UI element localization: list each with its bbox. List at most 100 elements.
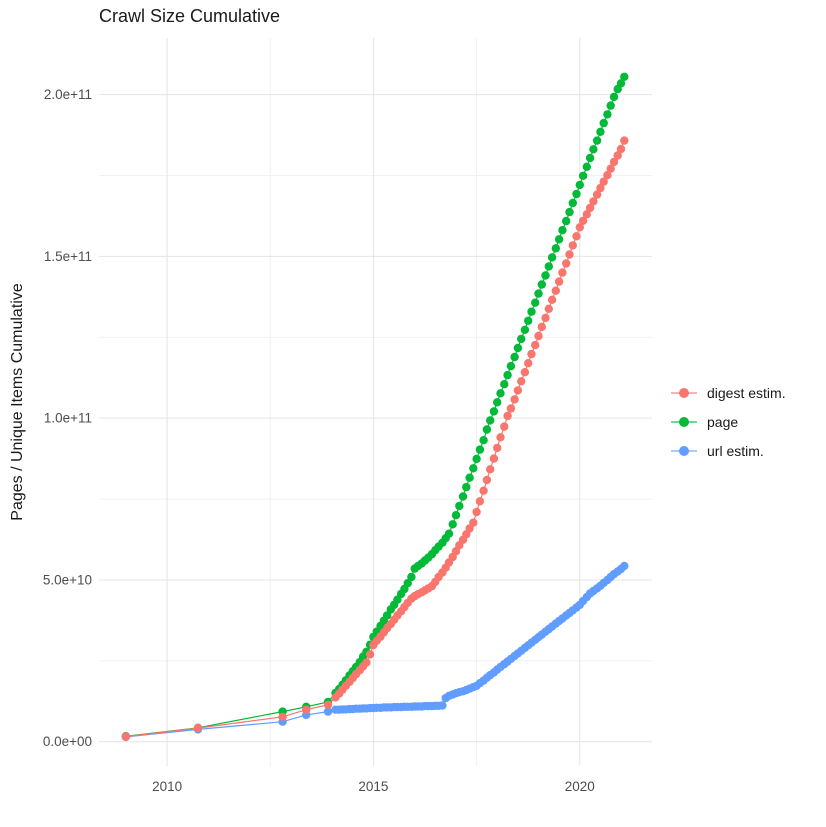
- x-axis-tick-label: 2020: [565, 779, 595, 794]
- data-point-page: [482, 425, 492, 434]
- legend-key-icon: [671, 387, 697, 398]
- data-point-digest-estim-: [599, 177, 608, 186]
- data-point-page: [572, 189, 581, 199]
- data-point-page: [589, 145, 598, 154]
- data-point-page: [469, 464, 478, 473]
- data-point-page: [551, 244, 560, 253]
- legend-label: page: [707, 413, 739, 430]
- y-axis-tick-label: 1.5e+11: [44, 249, 92, 264]
- data-point-page: [489, 407, 499, 416]
- data-point-digest-estim-: [620, 136, 629, 145]
- data-point-page: [531, 298, 540, 307]
- data-point-url-estim-: [620, 561, 629, 571]
- y-axis-tick-label: 2.0e+11: [44, 87, 92, 102]
- data-point-digest-estim-: [302, 705, 311, 714]
- data-point-page: [616, 79, 626, 88]
- data-point-page: [475, 445, 485, 454]
- legend-item-url-estim-: url estim.: [671, 436, 786, 465]
- data-point-page: [562, 216, 571, 226]
- data-point-digest-estim-: [589, 197, 598, 206]
- data-point-page: [382, 611, 392, 620]
- data-point-page: [458, 492, 468, 501]
- data-point-digest-estim-: [479, 486, 488, 495]
- data-point-page: [565, 207, 574, 217]
- data-point-page: [575, 180, 584, 190]
- data-point-digest-estim-: [592, 190, 602, 199]
- y-axis-tick-label: 1.0e+11: [44, 411, 92, 426]
- legend: digest estim. page url estim.: [671, 378, 786, 465]
- data-point-page: [465, 473, 474, 482]
- data-point-page: [403, 579, 412, 588]
- data-point-page: [609, 92, 619, 102]
- x-axis-tick-label: 2015: [358, 779, 388, 794]
- data-point-digest-estim-: [506, 404, 516, 413]
- data-point-page: [462, 482, 471, 492]
- data-point-page: [451, 511, 461, 520]
- legend-key-icon: [671, 416, 697, 427]
- data-point-digest-estim-: [365, 650, 375, 659]
- data-point-page: [520, 325, 530, 334]
- data-point-page: [578, 171, 588, 180]
- data-point-digest-estim-: [606, 164, 615, 173]
- legend-item-digest-estim-: digest estim.: [671, 378, 786, 407]
- data-point-digest-estim-: [575, 223, 584, 232]
- data-point-url-estim-: [323, 707, 333, 716]
- data-point-digest-estim-: [582, 210, 591, 219]
- data-point-digest-estim-: [585, 203, 595, 213]
- data-point-page: [599, 118, 608, 128]
- data-point-digest-estim-: [489, 454, 499, 463]
- data-point-page: [503, 370, 512, 380]
- data-point-digest-estim-: [534, 331, 543, 341]
- data-point-digest-estim-: [513, 386, 523, 395]
- legend-label: url estim.: [707, 442, 764, 459]
- y-axis-tick-label: 5.0e+10: [43, 572, 92, 587]
- data-point-page: [554, 235, 564, 244]
- data-point-digest-estim-: [544, 304, 553, 313]
- data-point-page: [517, 334, 526, 344]
- data-point-digest-estim-: [517, 377, 526, 386]
- data-point-page: [448, 520, 457, 529]
- data-point-page: [547, 253, 557, 262]
- data-point-digest-estim-: [613, 151, 622, 160]
- data-point-digest-estim-: [551, 286, 560, 295]
- data-point-digest-estim-: [510, 395, 519, 404]
- data-point-page: [537, 280, 546, 289]
- data-point-page: [568, 198, 577, 208]
- data-point-page: [534, 289, 543, 298]
- data-point-page: [479, 436, 488, 445]
- data-point-digest-estim-: [537, 322, 546, 332]
- x-axis-tick-label: 2010: [152, 779, 182, 794]
- data-point-digest-estim-: [541, 313, 550, 323]
- data-point-digest-estim-: [193, 723, 203, 733]
- data-point-digest-estim-: [531, 340, 540, 350]
- data-point-page: [493, 398, 502, 407]
- data-point-digest-estim-: [323, 700, 333, 709]
- data-point-digest-estim-: [121, 732, 130, 741]
- data-point-page: [620, 72, 629, 82]
- y-axis-title: Pages / Unique Items Cumulative: [9, 283, 26, 521]
- data-point-page: [544, 262, 553, 271]
- data-point-digest-estim-: [554, 277, 564, 286]
- legend-item-page: page: [671, 407, 786, 436]
- data-point-digest-estim-: [568, 241, 577, 250]
- data-point-page: [496, 389, 505, 398]
- data-point-digest-estim-: [482, 475, 492, 485]
- data-point-page: [513, 343, 523, 353]
- data-point-page: [407, 572, 416, 582]
- data-point-page: [558, 226, 567, 235]
- y-axis-tick-label: 0.0e+00: [43, 734, 92, 749]
- legend-key-dot: [679, 387, 689, 398]
- data-point-digest-estim-: [572, 232, 581, 241]
- data-point-page: [472, 454, 481, 464]
- data-point-digest-estim-: [524, 359, 533, 368]
- data-point-digest-estim-: [500, 422, 509, 431]
- data-point-digest-estim-: [616, 144, 626, 154]
- legend-key-dot: [679, 445, 689, 456]
- data-point-digest-estim-: [503, 411, 512, 421]
- data-point-page: [527, 307, 536, 316]
- chart-title: Crawl Size Cumulative: [99, 6, 281, 26]
- data-point-digest-estim-: [278, 712, 287, 721]
- data-point-digest-estim-: [562, 259, 571, 268]
- data-point-digest-estim-: [475, 497, 485, 506]
- data-point-page: [582, 162, 591, 171]
